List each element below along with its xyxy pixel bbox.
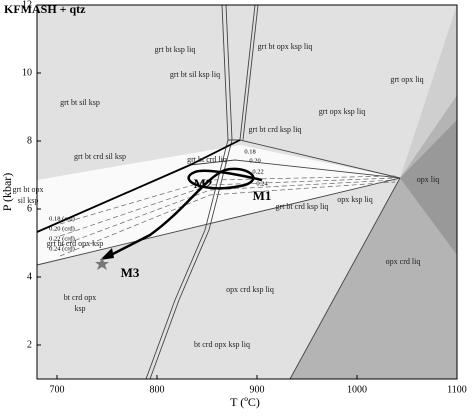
point-label: M3 [121, 265, 140, 280]
field-opx-liq [400, 120, 457, 255]
field-label: bt crd opx ksp liq [194, 340, 250, 349]
star [95, 257, 109, 270]
field-label: grt bt ksp liq [155, 45, 196, 54]
x-tick-label: 900 [250, 384, 265, 395]
field-label: grt bt crd ksp liq [276, 202, 329, 211]
field-grt-opx-liq [400, 5, 457, 178]
plot-frame [36, 4, 458, 380]
pt-path [104, 167, 263, 260]
field-label: grt bt sil ksp liq [170, 70, 220, 79]
isopleth-label: 0.20 [249, 157, 260, 164]
isopleth-label: 0.22 [252, 168, 263, 175]
field-label: grt opx liq [390, 75, 423, 84]
isopleth-label: 0.24 (crd) [49, 245, 75, 252]
point-label: M1 [253, 188, 272, 203]
isopleth-label: 0.18 [244, 148, 255, 155]
y-axis-label: P (kbar) [0, 173, 14, 212]
field-label: grt bt opx [12, 185, 43, 194]
x-axis-label: T (ºC) [230, 395, 260, 409]
x-tick-label: 1100 [447, 384, 467, 395]
field-label: opx ksp liq [337, 195, 373, 204]
field-label: bt crd opx [64, 293, 96, 302]
field-label: opx crd liq [386, 257, 421, 266]
y-tick-label: 6 [27, 203, 32, 214]
field-label: grt bt crd ksp liq [249, 125, 302, 134]
y-tick-label: 8 [27, 135, 32, 146]
isopleth-label: 0.22 (crd) [49, 235, 75, 242]
y-tick-label: 12 [22, 0, 32, 10]
x-tick-label: 800 [150, 384, 165, 395]
field-label: grt bt opx ksp liq [258, 42, 313, 51]
field-label: grt bt crd opx ksp [47, 239, 103, 248]
isopleth-label: 0.20 (crd) [49, 225, 75, 232]
boundaries [36, 4, 401, 380]
field-label: grt opx ksp liq [319, 107, 365, 116]
field-label: opx liq [417, 175, 439, 184]
isopleth-label: 0.18 (crd) [49, 215, 75, 222]
field-label: grt bt sil ksp [60, 98, 100, 107]
field-white [37, 145, 400, 265]
y-tick-label: 10 [22, 67, 32, 78]
chart-title: KFMASH + qtz [4, 2, 86, 16]
x-tick-label: 1000 [347, 384, 367, 395]
field-label: opx crd ksp liq [226, 285, 274, 294]
field-label: grt bt crd sil ksp [74, 152, 126, 161]
point-label: M2 [194, 176, 213, 191]
y-tick-label: 4 [27, 271, 32, 282]
isopleth-label: 0.24 [256, 180, 268, 187]
x-tick-label: 700 [50, 384, 65, 395]
y-tick-label: 2 [27, 339, 32, 350]
arrow-head [100, 248, 114, 260]
field-label: grt bt crd liq [187, 155, 227, 164]
field-label: sil ksp [18, 196, 39, 205]
field-label: ksp [74, 304, 85, 313]
